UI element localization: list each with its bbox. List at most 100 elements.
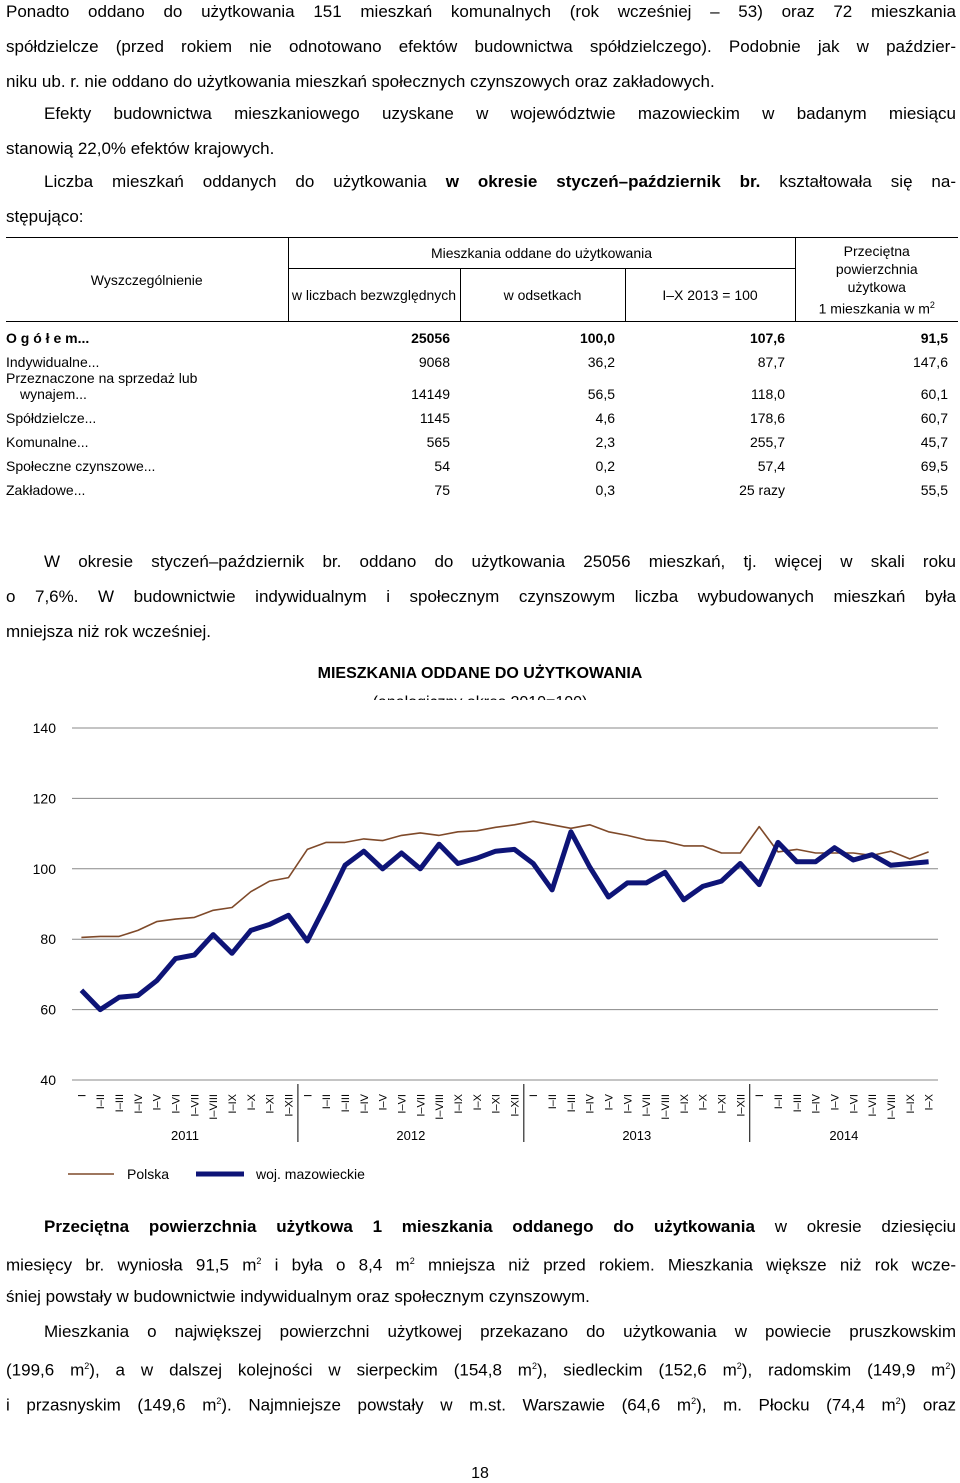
- y-tick-label: 140: [33, 720, 57, 736]
- x-tick-label: I–IV: [133, 1093, 145, 1113]
- chart-title: MIESZKANIA ODDANE DO UŻYTKOWANIA: [0, 665, 960, 683]
- text-line: mniejsza niż rok wcześniej.: [6, 614, 956, 649]
- header-area-line: Przeciętna: [844, 243, 910, 259]
- row-label-text: O g ó ł e m: [6, 330, 78, 346]
- najwieksze-paragraph: Mieszkania o największej powierzchni uży…: [6, 1314, 956, 1419]
- text-line: W okresie styczeń–październik br. oddano…: [6, 544, 956, 579]
- bold-period: w okresie styczeń–październik br.: [446, 172, 761, 191]
- text-line: stępująco:: [6, 199, 956, 234]
- x-tick-label: I–XI: [265, 1094, 277, 1114]
- x-tick-label: I–VIII: [434, 1094, 446, 1120]
- chart-background: [0, 700, 960, 1240]
- cell-pct: 0,3: [460, 474, 625, 498]
- x-tick-label: I: [528, 1094, 540, 1097]
- row-label-line1: Przeznaczone na sprzedaż lub: [6, 370, 288, 386]
- row-label: Zakładowe...: [6, 474, 288, 498]
- cell-abs: 565: [288, 426, 460, 450]
- x-tick-label: I–III: [340, 1094, 352, 1112]
- przecietna-paragraph: Przeciętna powierzchnia użytkowa 1 miesz…: [6, 1209, 956, 1314]
- x-tick-label: I–III: [114, 1094, 126, 1112]
- text-line: Ponadto oddano do użytkowania 151 mieszk…: [6, 0, 956, 29]
- cell-idx: 25 razy: [625, 474, 795, 498]
- cell-abs: 14149: [288, 370, 460, 402]
- text-span: ), radomskim (149,9 m: [742, 1361, 946, 1380]
- text-span: ). Najmniejsze powstały w m.st. Warszawi…: [221, 1396, 691, 1415]
- header-area: Przeciętna powierzchnia użytkowa 1 miesz…: [795, 238, 958, 322]
- leader-dots: ...: [75, 386, 87, 402]
- x-tick-label: I–XI: [717, 1094, 729, 1114]
- cell-area: 91,5: [795, 322, 958, 347]
- text-span: ) oraz: [901, 1396, 956, 1415]
- x-tick-label: I: [76, 1094, 88, 1097]
- legend-label: Polska: [127, 1166, 169, 1182]
- x-tick-label: I–VIII: [886, 1094, 898, 1120]
- cell-pct: 100,0: [460, 322, 625, 347]
- text-line: i przasnyskim (149,6 m2). Najmniejsze po…: [6, 1384, 956, 1419]
- x-tick-label: I–VI: [171, 1094, 183, 1114]
- legend-label: woj. mazowieckie: [255, 1166, 365, 1182]
- text-span: mniejsza niż przed rokiem. Mieszkania wi…: [415, 1256, 956, 1275]
- text-line: Mieszkania o największej powierzchni uży…: [6, 1314, 956, 1349]
- cell-idx: 87,7: [625, 346, 795, 370]
- x-tick-label: I–X: [472, 1093, 484, 1110]
- x-tick-label: I: [754, 1094, 766, 1097]
- header-area-line: 1 mieszkania w m: [819, 300, 930, 316]
- cell-area: 55,5: [795, 474, 958, 498]
- text-span: Liczba mieszkań oddanych do użytkowania: [44, 172, 446, 191]
- cell-area: 45,7: [795, 426, 958, 450]
- x-tick-label: I–V: [829, 1093, 841, 1110]
- x-tick-label: I–VII: [867, 1094, 879, 1117]
- x-tick-label: I–XI: [491, 1094, 503, 1114]
- text-line: Efekty budownictwa mieszkaniowego uzyska…: [6, 96, 956, 131]
- cell-pct: 4,6: [460, 402, 625, 426]
- row-label-text: Indywidualne: [6, 354, 88, 370]
- row-label-text: Komunalne: [6, 434, 77, 450]
- row-label: Komunalne...: [6, 426, 288, 450]
- leader-dots: ...: [88, 354, 100, 370]
- x-tick-label: I–V: [604, 1093, 616, 1110]
- efekty-paragraph: Efekty budownictwa mieszkaniowego uzyska…: [6, 96, 956, 166]
- x-tick-label: I–X: [246, 1093, 258, 1110]
- x-tick-label: I–XII: [735, 1094, 747, 1117]
- row-label: Społeczne czynszowe...: [6, 450, 288, 474]
- leader-dots: ...: [144, 458, 156, 474]
- x-tick-label: I–IX: [227, 1093, 239, 1113]
- liczba-paragraph: Liczba mieszkań oddanych do użytkowania …: [6, 164, 956, 234]
- x-tick-label: I–X: [698, 1093, 710, 1110]
- x-tick-label: I–XII: [284, 1094, 296, 1117]
- leader-dots: ...: [85, 410, 97, 426]
- x-tick-label: I–VI: [396, 1094, 408, 1114]
- x-tick-label: I–VII: [415, 1094, 427, 1117]
- cell-idx: 255,7: [625, 426, 795, 450]
- text-span: w okresie dziesięciu: [755, 1217, 956, 1236]
- x-tick-label: I–IX: [453, 1093, 465, 1113]
- text-line: (199,6 m2), a w dalszej kolejności w sie…: [6, 1349, 956, 1384]
- year-label: 2012: [396, 1128, 425, 1143]
- text-span: kształtowała się na-: [760, 172, 956, 191]
- cell-idx: 178,6: [625, 402, 795, 426]
- cell-area: 147,6: [795, 346, 958, 370]
- row-label: O g ó ł e m...: [6, 322, 288, 347]
- text-line: o 7,6%. W budownictwie indywidualnym i s…: [6, 579, 956, 614]
- row-label-line2: wynajem...: [6, 386, 288, 402]
- cell-pct: 56,5: [460, 370, 625, 402]
- y-tick-label: 120: [33, 790, 57, 806]
- year-label: 2014: [829, 1128, 858, 1143]
- summary-paragraph: W okresie styczeń–październik br. oddano…: [6, 544, 956, 649]
- leader-dots: ...: [74, 482, 86, 498]
- page-number: 18: [0, 1465, 960, 1483]
- text-span: ): [950, 1361, 956, 1380]
- year-label: 2011: [171, 1128, 199, 1143]
- intro-paragraph: Ponadto oddano do użytkowania 151 mieszk…: [6, 0, 956, 99]
- cell-abs: 75: [288, 474, 460, 498]
- cell-abs: 25056: [288, 322, 460, 347]
- x-tick-label: I–V: [152, 1093, 164, 1110]
- x-tick-label: I–IX: [679, 1093, 691, 1113]
- cell-abs: 9068: [288, 346, 460, 370]
- cell-pct: 2,3: [460, 426, 625, 450]
